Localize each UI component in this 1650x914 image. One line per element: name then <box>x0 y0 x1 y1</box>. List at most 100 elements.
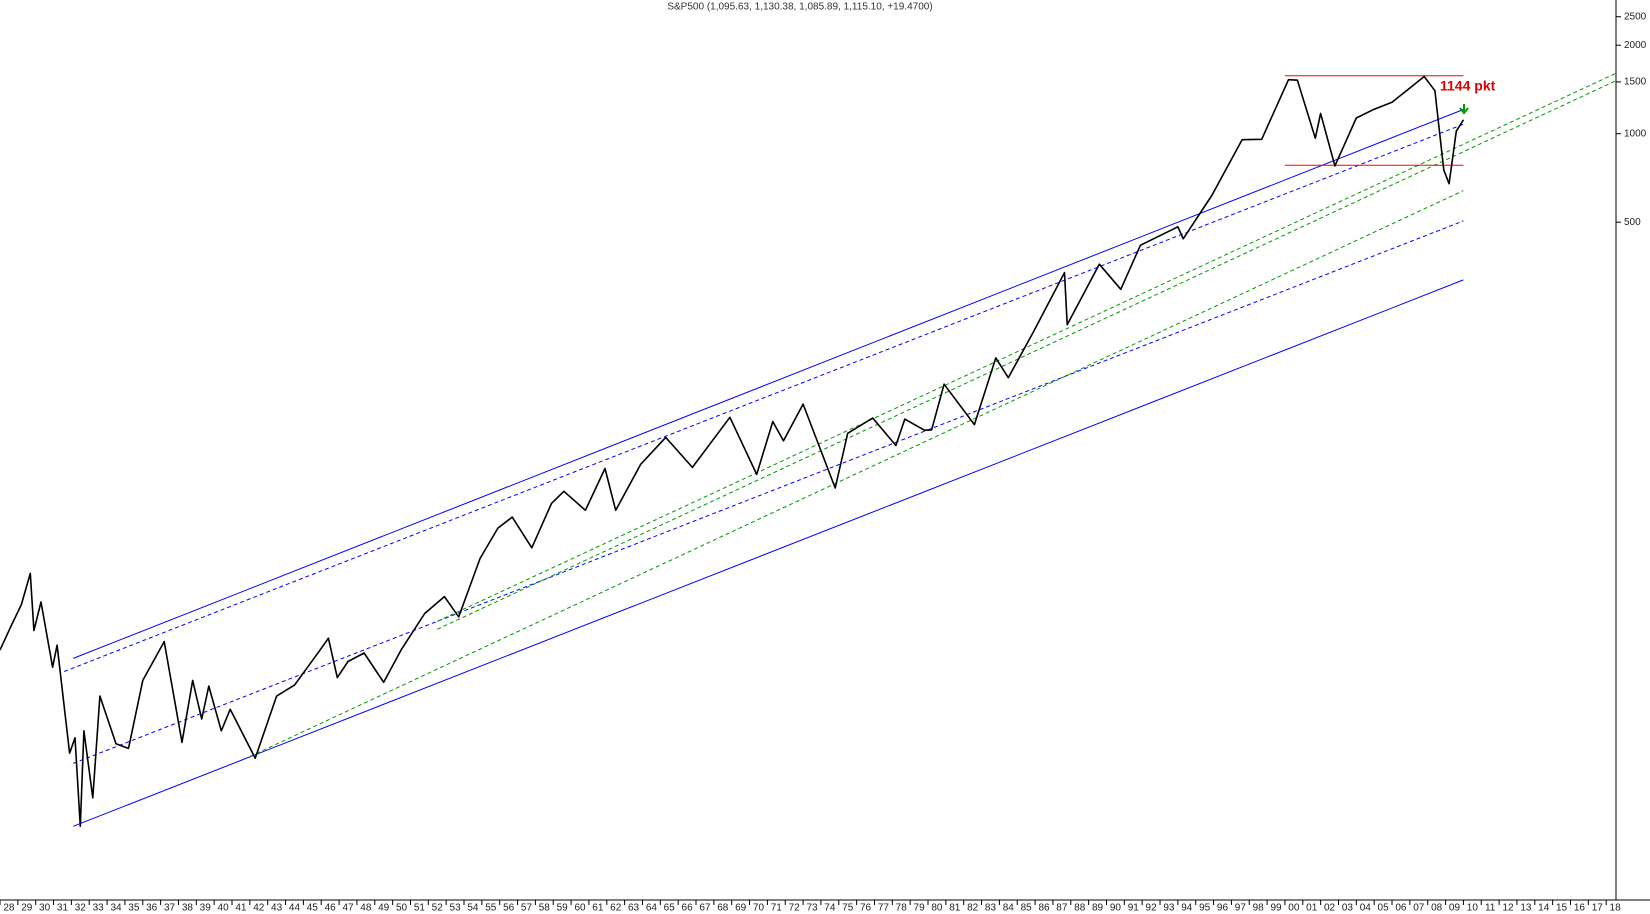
x-tick-label: 81 <box>949 903 961 914</box>
x-tick-label: 82 <box>967 903 979 914</box>
x-tick-label: 31 <box>57 903 69 914</box>
x-tick-label: 39 <box>200 903 212 914</box>
x-tick-label: 83 <box>985 903 997 914</box>
x-tick-label: 74 <box>824 903 836 914</box>
x-tick-label: 29 <box>21 903 33 914</box>
x-tick-label: 63 <box>628 903 640 914</box>
price-line <box>0 75 1465 828</box>
x-tick-label: 80 <box>931 903 943 914</box>
x-tick-label: 60 <box>574 903 586 914</box>
y-tick-label: 1000 <box>1624 128 1647 139</box>
x-tick-label: 30 <box>39 903 51 914</box>
trendline <box>436 80 1616 630</box>
x-tick-label: 67 <box>699 903 711 914</box>
x-tick-label: 62 <box>610 903 622 914</box>
x-tick-label: 00 <box>1288 903 1300 914</box>
x-tick-label: 11 <box>1485 903 1496 914</box>
x-tick-label: 17 <box>1592 903 1604 914</box>
annotation: 1144 pkt <box>1440 78 1496 94</box>
x-tick-label: 37 <box>164 903 176 914</box>
x-tick-label: 18 <box>1610 903 1622 914</box>
x-tick-label: 07 <box>1413 903 1425 914</box>
x-tick-label: 61 <box>592 903 604 914</box>
x-tick-label: 72 <box>789 903 801 914</box>
x-tick-label: 70 <box>753 903 765 914</box>
x-tick-label: 40 <box>218 903 230 914</box>
trendline <box>73 109 1464 659</box>
x-tick-label: 36 <box>146 903 158 914</box>
x-tick-label: 02 <box>1324 903 1336 914</box>
x-tick-label: 93 <box>1163 903 1175 914</box>
x-tick-label: 92 <box>1146 903 1158 914</box>
x-tick-label: 51 <box>414 903 426 914</box>
x-tick-label: 85 <box>1021 903 1033 914</box>
x-tick-label: 95 <box>1199 903 1211 914</box>
x-tick-label: 96 <box>1217 903 1229 914</box>
x-tick-label: 09 <box>1449 903 1461 914</box>
x-tick-label: 59 <box>557 903 569 914</box>
x-tick-label: 54 <box>467 903 479 914</box>
x-tick-label: 79 <box>914 903 926 914</box>
x-tick-label: 05 <box>1378 903 1390 914</box>
x-tick-label: 50 <box>396 903 408 914</box>
x-tick-label: 28 <box>3 903 15 914</box>
x-tick-label: 75 <box>842 903 854 914</box>
x-tick-label: 03 <box>1342 903 1354 914</box>
x-tick-label: 99 <box>1270 903 1282 914</box>
x-tick-label: 10 <box>1467 903 1479 914</box>
x-tick-label: 42 <box>253 903 265 914</box>
x-tick-label: 52 <box>432 903 444 914</box>
x-tick-label: 04 <box>1360 903 1372 914</box>
x-tick-label: 68 <box>717 903 729 914</box>
x-tick-label: 43 <box>271 903 283 914</box>
x-tick-label: 44 <box>289 903 301 914</box>
y-tick-label: 2500 <box>1624 11 1647 22</box>
x-tick-label: 77 <box>878 903 890 914</box>
x-tick-label: 73 <box>806 903 818 914</box>
trendline <box>249 190 1464 757</box>
arrow <box>1459 104 1469 115</box>
x-tick-label: 33 <box>93 903 105 914</box>
x-tick-label: 57 <box>521 903 533 914</box>
x-tick-label: 01 <box>1306 903 1318 914</box>
chart-title: S&P500 (1,095.63, 1,130.38, 1,085.89, 1,… <box>667 2 932 13</box>
x-tick-label: 76 <box>860 903 872 914</box>
x-tick-label: 49 <box>378 903 390 914</box>
x-tick-label: 65 <box>664 903 676 914</box>
x-tick-label: 35 <box>128 903 140 914</box>
y-tick-label: 2000 <box>1624 40 1647 51</box>
x-tick-label: 64 <box>646 903 658 914</box>
y-tick-label: 500 <box>1624 217 1641 228</box>
x-tick-label: 98 <box>1253 903 1265 914</box>
x-tick-label: 91 <box>1128 903 1140 914</box>
trendline <box>73 220 1464 764</box>
x-tick-label: 71 <box>771 903 783 914</box>
x-tick-label: 94 <box>1181 903 1193 914</box>
x-tick-label: 34 <box>110 903 122 914</box>
x-tick-label: 41 <box>235 903 247 914</box>
x-tick-label: 14 <box>1538 903 1550 914</box>
x-tick-label: 45 <box>307 903 319 914</box>
x-tick-label: 56 <box>503 903 515 914</box>
x-tick-label: 97 <box>1235 903 1247 914</box>
x-tick-label: 86 <box>1038 903 1050 914</box>
x-tick-label: 12 <box>1502 903 1514 914</box>
x-tick-label: 87 <box>1056 903 1068 914</box>
x-tick-label: 46 <box>325 903 337 914</box>
x-tick-label: 08 <box>1431 903 1443 914</box>
x-tick-label: 78 <box>896 903 908 914</box>
x-tick-label: 69 <box>735 903 747 914</box>
y-tick-label: 1500 <box>1624 77 1647 88</box>
trendline <box>436 73 1616 622</box>
trendline <box>73 279 1464 827</box>
x-tick-label: 16 <box>1574 903 1586 914</box>
x-tick-label: 84 <box>1003 903 1015 914</box>
x-tick-label: 90 <box>1110 903 1122 914</box>
x-tick-label: 48 <box>360 903 372 914</box>
trendline <box>64 123 1464 672</box>
x-tick-label: 58 <box>539 903 551 914</box>
x-tick-label: 32 <box>75 903 87 914</box>
x-tick-label: 38 <box>182 903 194 914</box>
